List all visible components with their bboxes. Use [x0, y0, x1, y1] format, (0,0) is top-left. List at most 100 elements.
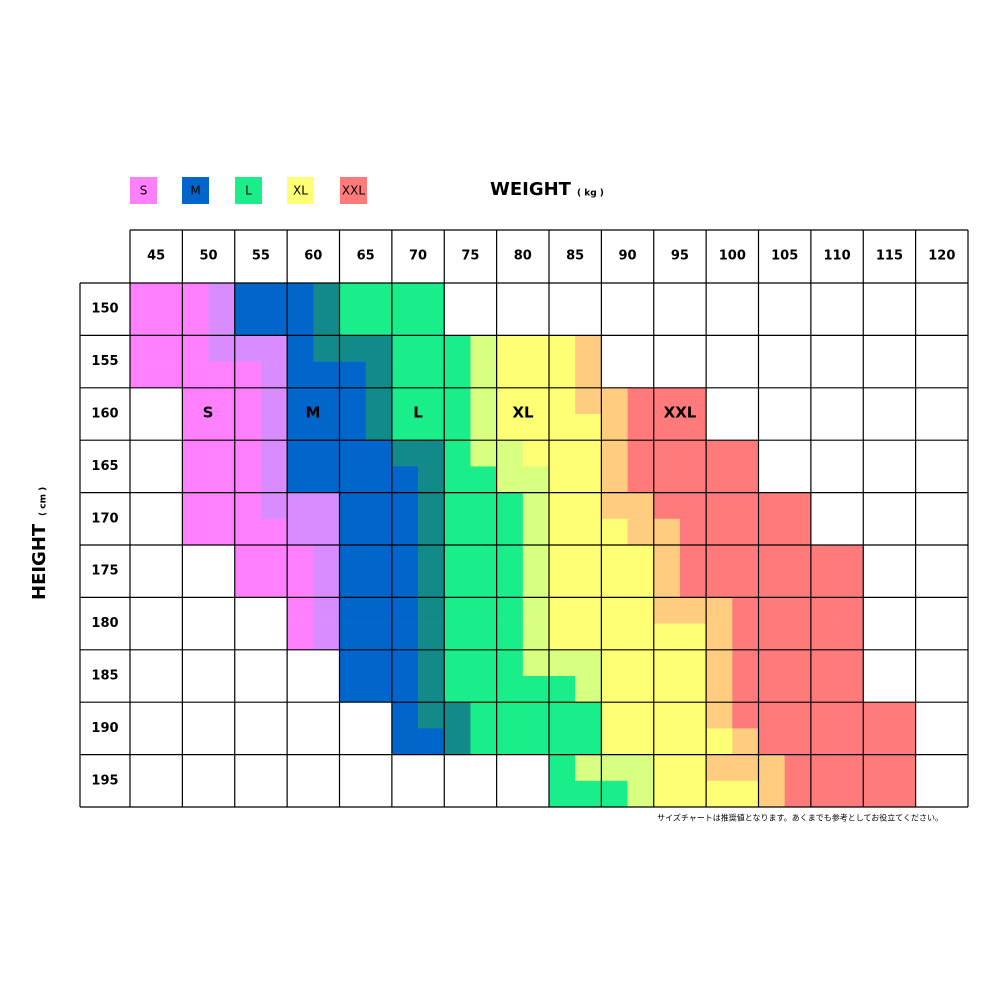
legend-label: M — [190, 184, 200, 198]
size-cell — [706, 440, 733, 467]
size-cell — [575, 571, 602, 598]
region-label: S — [203, 404, 214, 422]
size-cell — [810, 571, 838, 598]
weight-header: 105 — [771, 249, 798, 264]
size-cell — [391, 361, 419, 389]
size-cell — [732, 676, 759, 703]
size-cell — [601, 649, 628, 677]
size-cell — [653, 702, 681, 729]
size-cell — [810, 623, 838, 651]
weight-header: 80 — [514, 249, 532, 264]
size-cell — [706, 754, 733, 782]
size-cell — [732, 728, 759, 755]
size-cell — [391, 335, 419, 362]
size-cell — [758, 728, 785, 755]
size-cell — [758, 780, 785, 808]
size-cell — [444, 361, 471, 389]
size-cell — [208, 466, 236, 493]
height-header: 190 — [91, 721, 118, 736]
size-cell — [653, 492, 681, 520]
height-unit: ( cm ) — [39, 487, 49, 516]
size-cell — [391, 597, 419, 624]
size-cell — [522, 649, 550, 677]
size-cell — [784, 571, 812, 598]
size-cell — [837, 702, 864, 729]
size-cell — [470, 492, 497, 520]
size-cell — [758, 571, 785, 598]
size-cell — [653, 780, 681, 808]
size-cell — [575, 387, 602, 415]
size-cell — [706, 466, 733, 493]
size-cell — [156, 361, 183, 389]
weight-header: 60 — [304, 249, 322, 264]
size-cell — [182, 283, 209, 310]
size-cell — [234, 414, 262, 441]
size-cell — [575, 702, 602, 729]
size-cell — [653, 649, 681, 677]
size-cell — [679, 597, 707, 624]
size-cell — [758, 545, 785, 572]
size-cell — [208, 309, 236, 336]
size-cell — [601, 780, 628, 808]
size-cell — [679, 440, 707, 467]
size-cell — [496, 440, 524, 467]
height-header: 170 — [91, 511, 118, 526]
size-cell — [601, 387, 628, 415]
size-cell — [522, 571, 550, 598]
size-cell — [287, 597, 314, 624]
size-cell — [444, 387, 471, 415]
size-cell — [810, 649, 838, 677]
size-cell — [575, 414, 602, 441]
size-cell — [260, 283, 288, 310]
size-cell — [784, 623, 812, 651]
size-cell — [234, 440, 262, 467]
size-cell — [182, 387, 209, 415]
size-cell — [260, 466, 288, 493]
size-cell — [549, 676, 576, 703]
size-cell — [418, 361, 445, 389]
size-cell — [234, 309, 262, 336]
size-cell — [706, 623, 733, 651]
size-cell — [575, 780, 602, 808]
size-cell — [418, 649, 445, 677]
size-cell — [313, 335, 340, 362]
size-cell — [653, 440, 681, 467]
size-cell — [313, 387, 340, 415]
size-cell — [784, 597, 812, 624]
size-cell — [365, 623, 393, 651]
region-label: XL — [512, 404, 534, 422]
height-label: HEIGHT — [29, 523, 50, 600]
size-cell — [496, 414, 524, 441]
size-cell — [470, 361, 497, 389]
size-cell — [287, 518, 314, 546]
size-cell — [549, 754, 576, 782]
size-cell — [444, 728, 471, 755]
size-cell — [418, 335, 445, 362]
size-cell — [234, 387, 262, 415]
size-cell — [287, 414, 314, 441]
size-cell — [522, 728, 550, 755]
size-cell — [365, 676, 393, 703]
size-cell — [784, 780, 812, 808]
size-cell — [679, 649, 707, 677]
size-cell — [758, 676, 785, 703]
weight-header: 110 — [823, 249, 850, 264]
size-cell — [706, 597, 733, 624]
size-cell — [679, 387, 707, 415]
size-cell — [575, 754, 602, 782]
size-cell — [679, 702, 707, 729]
size-cell — [156, 335, 183, 362]
size-cell — [522, 676, 550, 703]
size-cell — [679, 754, 707, 782]
size-cell — [810, 728, 838, 755]
size-cell — [706, 492, 733, 520]
size-cell — [287, 571, 314, 598]
size-cell — [575, 440, 602, 467]
size-cell — [601, 623, 628, 651]
size-cell — [575, 492, 602, 520]
legend-swatch — [235, 177, 262, 204]
region-label: L — [413, 404, 423, 422]
size-cell — [391, 309, 419, 336]
size-cell — [365, 597, 393, 624]
size-cell — [313, 414, 340, 441]
